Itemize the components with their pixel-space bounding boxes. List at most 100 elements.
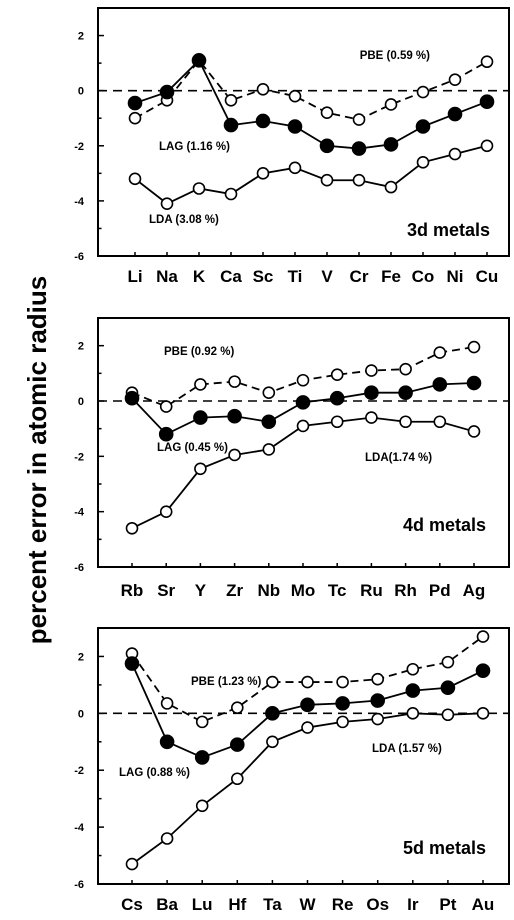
data-point — [228, 375, 241, 388]
data-point — [336, 675, 349, 689]
data-point — [330, 415, 344, 429]
y-tick-label: -2 — [74, 141, 84, 153]
data-point — [480, 139, 494, 153]
data-point — [370, 693, 386, 708]
x-tick-label: Pt — [439, 895, 456, 914]
series-label: LDA(1.74 %) — [365, 452, 432, 464]
series-line — [134, 58, 488, 121]
series-label: LAG (0.88 %) — [119, 767, 190, 779]
data-point — [466, 375, 482, 391]
data-point — [127, 95, 143, 111]
series-label: LDA (3.08 %) — [149, 214, 219, 226]
data-point — [335, 696, 350, 711]
data-point — [448, 73, 462, 86]
data-point — [288, 161, 302, 175]
data-point — [255, 113, 271, 129]
data-point — [194, 750, 210, 765]
y-tick-label: 0 — [78, 708, 84, 720]
data-point — [195, 799, 209, 813]
series-label: PBE (1.23 %) — [191, 676, 261, 688]
data-point — [433, 346, 447, 359]
data-point — [406, 707, 420, 720]
data-point — [416, 156, 430, 169]
data-point — [300, 697, 315, 713]
data-point — [231, 772, 244, 786]
data-point — [365, 411, 378, 424]
series-lag: LAG (0.45 %) — [124, 375, 482, 454]
data-point — [159, 505, 173, 518]
data-point — [475, 663, 491, 678]
panel-1: 2 0 -2 -4 -6 Li Na K Ca Sc Ti V Cr Fe Co Ni Cu PBE (0.59 … — [74, 7, 510, 286]
data-point — [191, 53, 207, 68]
data-point — [384, 180, 398, 194]
x-tick-label: V — [321, 267, 333, 286]
x-tick-label: Co — [412, 267, 435, 286]
data-point — [364, 385, 379, 401]
x-tick-label: Ni — [447, 267, 464, 286]
x-tick-label: Os — [366, 895, 389, 914]
x-tick-label: Ag — [463, 581, 486, 600]
x-tick-label: Cs — [121, 895, 143, 914]
data-point — [371, 672, 385, 686]
x-tick-label: Nb — [257, 581, 280, 600]
y-tick-label: -4 — [74, 822, 85, 834]
data-point — [295, 395, 311, 410]
x-tick-label: Tc — [328, 581, 347, 600]
series-pbe: PBE (0.59 %) — [128, 50, 494, 126]
data-point — [231, 701, 244, 714]
data-point — [256, 167, 270, 180]
data-point — [320, 173, 334, 187]
data-point — [128, 111, 142, 125]
series-line — [134, 144, 488, 205]
data-point — [128, 172, 142, 186]
data-point — [224, 187, 238, 201]
x-tick-label: Sr — [157, 581, 175, 600]
x-tick-label: Zr — [226, 581, 243, 600]
data-point — [365, 364, 378, 377]
data-point — [433, 415, 447, 429]
x-tick-label: Y — [195, 581, 207, 600]
data-point — [194, 462, 207, 476]
y-tick-label: -6 — [74, 562, 84, 574]
y-tick-label: -4 — [74, 507, 85, 519]
data-point — [256, 82, 270, 96]
x-tick-label: Ir — [407, 895, 419, 914]
series-lda: LDA (1.57 %) — [125, 707, 490, 871]
x-tick-label: Ti — [288, 267, 303, 286]
data-point — [405, 683, 421, 698]
data-point — [351, 141, 367, 156]
data-point — [399, 362, 412, 376]
x-tick-label: Sc — [253, 267, 274, 286]
data-point — [194, 378, 207, 391]
panels: 2 0 -2 -4 -6 Li Na K Ca Sc Ti V Cr Fe Co Ni Cu PBE (0.59 … — [74, 7, 510, 914]
data-point — [301, 675, 314, 689]
y-tick-label: -2 — [74, 765, 84, 777]
y-tick-label: 2 — [78, 651, 84, 663]
x-tick-label: K — [193, 267, 206, 286]
data-point — [262, 443, 276, 456]
data-point — [159, 84, 175, 100]
y-tick-label: 0 — [78, 396, 84, 408]
y-tick-label: -2 — [74, 451, 84, 463]
data-point — [406, 662, 420, 676]
y-tick-label: 2 — [78, 341, 84, 353]
data-point — [223, 117, 239, 133]
data-point — [476, 630, 490, 643]
panel-title: 4d metals — [403, 515, 486, 535]
data-point — [224, 94, 238, 107]
y-tick-label: -6 — [74, 251, 84, 263]
data-point — [371, 712, 385, 726]
series-pbe: PBE (0.92 %) — [125, 340, 481, 413]
data-point — [479, 94, 495, 109]
data-point — [399, 415, 412, 429]
x-tick-label: Rb — [121, 581, 144, 600]
data-point — [160, 197, 174, 210]
data-point — [320, 106, 334, 120]
y-tick-label: -4 — [74, 196, 85, 208]
series-label: LDA (1.57 %) — [372, 743, 442, 755]
series-label: LAG (1.16 %) — [159, 141, 230, 153]
data-point — [329, 390, 345, 406]
series-label: LAG (0.45 %) — [157, 442, 228, 454]
x-tick-label: Re — [332, 895, 354, 914]
